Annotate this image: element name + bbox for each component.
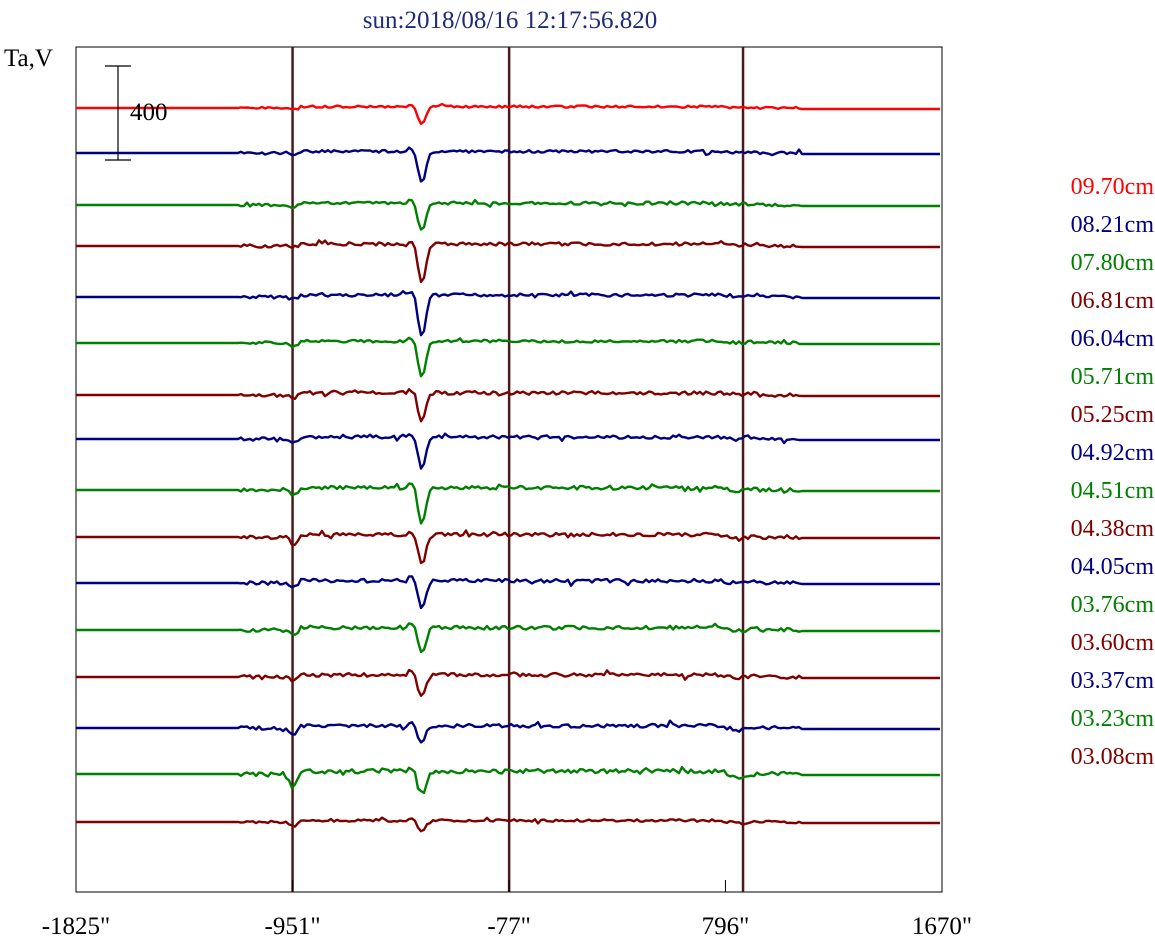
x-tick-label-3: 796" — [702, 913, 750, 940]
x-tick-label-1: -951" — [265, 913, 321, 940]
trace-05.25cm — [76, 388, 940, 423]
x-tick-label-0: -1825" — [42, 913, 111, 940]
trace-03.23cm — [76, 765, 940, 795]
trace-03.60cm — [76, 668, 940, 697]
legend-entry: 04.51cm — [1071, 478, 1155, 504]
legend-entry: 03.23cm — [1071, 706, 1155, 732]
y-axis-label: Ta,V — [4, 45, 53, 72]
trace-04.38cm — [76, 529, 940, 565]
chart-title: sun:2018/08/16 12:17:56.820 — [363, 7, 657, 34]
legend: 09.70cm 08.21cm 07.80cm 06.81cm 06.04cm 05.71… — [1071, 174, 1155, 770]
x-tick-label-4: 1670" — [912, 913, 972, 940]
legend-entry: 07.80cm — [1071, 250, 1155, 276]
x-axis-ticks: -1825" -951" -77" 796" 1670" — [42, 880, 972, 940]
legend-entry: 09.70cm — [1071, 174, 1155, 200]
legend-entry: 05.71cm — [1071, 364, 1155, 390]
x-tick-label-2: -77" — [487, 913, 531, 940]
trace-07.80cm — [76, 198, 940, 231]
trace-03.37cm — [76, 719, 940, 744]
traces — [76, 102, 940, 833]
trace-03.76cm — [76, 622, 940, 654]
trace-04.51cm — [76, 482, 940, 525]
trace-05.71cm — [76, 336, 940, 378]
legend-entry: 03.60cm — [1071, 630, 1155, 656]
legend-entry: 04.05cm — [1071, 554, 1155, 580]
trace-06.81cm — [76, 239, 940, 284]
legend-entry: 03.08cm — [1071, 744, 1155, 770]
trace-06.04cm — [76, 290, 940, 337]
trace-04.05cm — [76, 575, 940, 610]
trace-09.70cm — [76, 102, 940, 126]
legend-entry: 05.25cm — [1071, 402, 1155, 428]
legend-entry: 08.21cm — [1071, 212, 1155, 238]
legend-entry: 04.38cm — [1071, 516, 1155, 542]
legend-entry: 06.04cm — [1071, 326, 1155, 352]
scale-bar-label: 400 — [130, 99, 168, 126]
trace-04.92cm — [76, 432, 940, 470]
trace-03.08cm — [76, 816, 940, 833]
legend-entry: 06.81cm — [1071, 288, 1155, 314]
legend-entry: 04.92cm — [1071, 440, 1155, 466]
legend-entry: 03.76cm — [1071, 592, 1155, 618]
scale-bar: 400 — [105, 65, 168, 161]
limb-lines — [291, 47, 745, 892]
legend-entry: 03.37cm — [1071, 668, 1155, 694]
trace-08.21cm — [76, 146, 940, 183]
